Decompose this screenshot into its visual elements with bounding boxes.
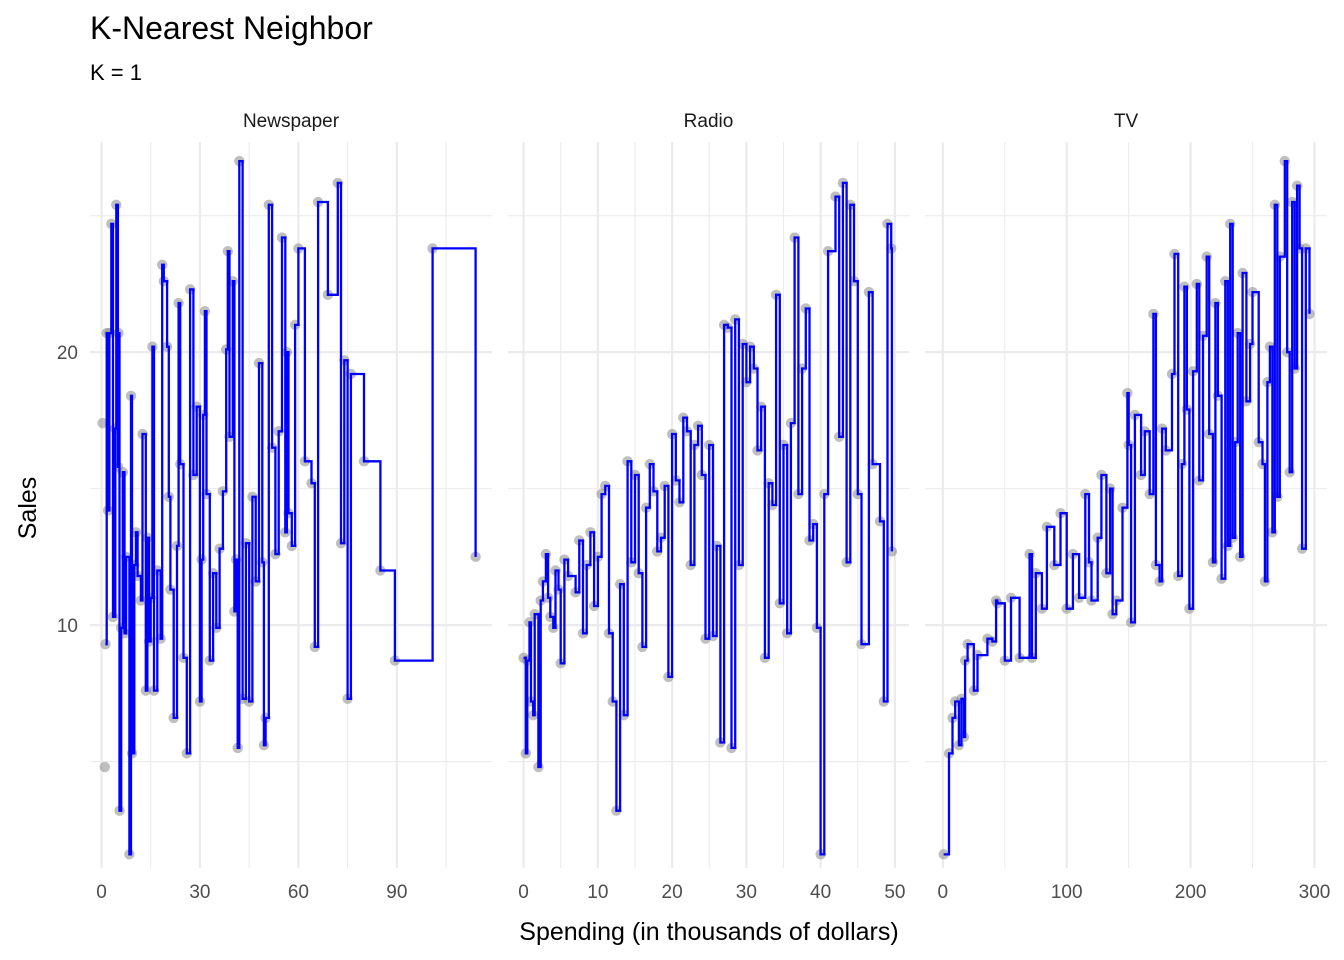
x-tick-label: 200: [1175, 882, 1207, 903]
fit-layer: [105, 159, 1311, 856]
y-tick-label: 10: [57, 616, 78, 637]
panel-strip-label: Newspaper: [243, 111, 340, 132]
chart-subtitle: K = 1: [90, 60, 142, 85]
panel-strip-label: TV: [1114, 111, 1139, 132]
x-tick-label: 0: [96, 882, 107, 903]
y-axis-title: Sales: [14, 477, 42, 540]
x-axis-title: Spending (in thousands of dollars): [519, 918, 898, 946]
x-tick-label: 60: [288, 882, 309, 903]
x-tick-label: 300: [1299, 882, 1331, 903]
x-tick-label: 30: [736, 882, 757, 903]
x-tick-label: 100: [1051, 882, 1083, 903]
x-tick-label: 50: [884, 882, 905, 903]
x-tick-label: 90: [386, 882, 407, 903]
y-tick-label: 20: [57, 343, 78, 364]
x-tick-label: 0: [938, 882, 949, 903]
x-tick-label: 0: [518, 882, 529, 903]
x-tick-label: 20: [662, 882, 683, 903]
knn-fit-line: [105, 159, 477, 856]
x-tick-label: 30: [189, 882, 210, 903]
chart-title: K-Nearest Neighbor: [90, 10, 373, 46]
label-layer: 10 20 Newspaper 0 30 60 90 Radio 0 10 20 30 40 50 TV 0 1…: [57, 111, 1330, 903]
data-point: [99, 761, 110, 773]
panel-strip-label: Radio: [684, 111, 734, 132]
knn-fit-line: [523, 181, 894, 856]
x-tick-label: 40: [810, 882, 831, 903]
knn-fit-line: [943, 159, 1311, 856]
data-point: [97, 417, 108, 429]
x-tick-label: 10: [587, 882, 608, 903]
